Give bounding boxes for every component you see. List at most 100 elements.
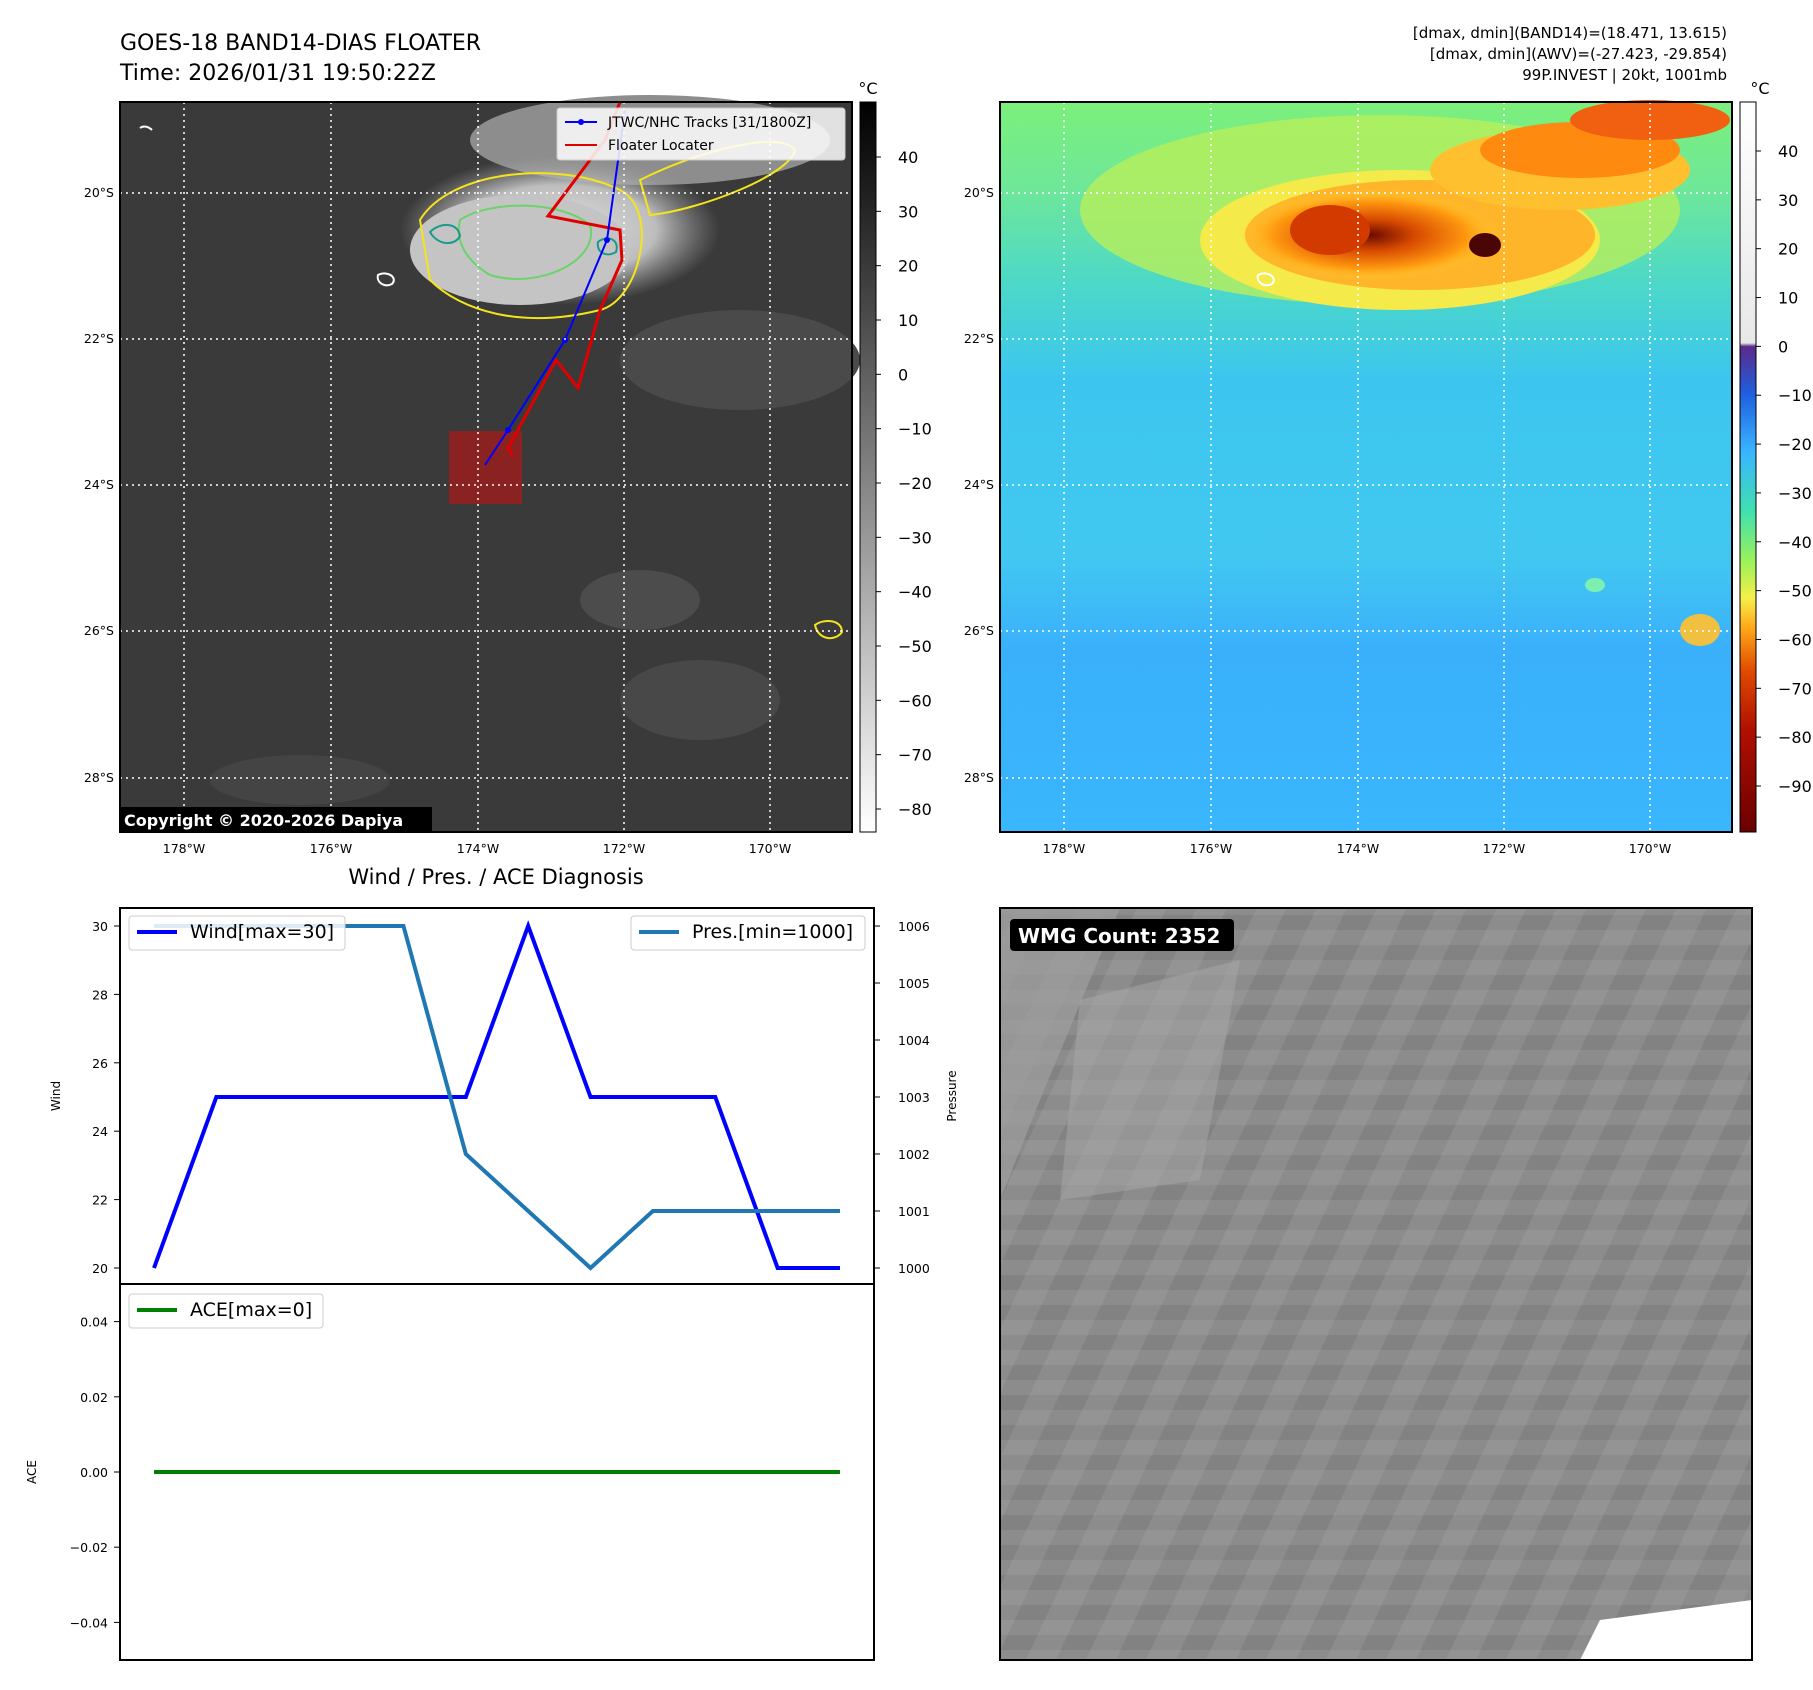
ace-legend: ACE[max=0]: [128, 1293, 324, 1329]
ace-tick-label: −0.04: [70, 1615, 108, 1630]
ir-lon-label: 178°W: [163, 841, 205, 856]
ir-colorbar-tick-label: −50: [898, 637, 932, 656]
awv-lon-label: 174°W: [1337, 841, 1379, 856]
awv-colorbar-tick-label: −20: [1778, 435, 1812, 454]
copyright-text: Copyright © 2020-2026 Dapiya: [124, 811, 403, 830]
legend-floater-label: Floater Locater: [608, 138, 714, 154]
ir-lat-label: 28°S: [84, 770, 114, 785]
pressure-tick-label: 1005: [898, 976, 930, 991]
awv-colorbar-tick-label: 0: [1778, 337, 1788, 356]
ir-colorbar-tick-label: −70: [898, 746, 932, 765]
wind-legend: Wind[max=30]: [128, 915, 346, 951]
pressure-tick-label: 1000: [898, 1261, 930, 1276]
awv-colorbar-tick-label: −60: [1778, 630, 1812, 649]
pressure-tick-label: 1002: [898, 1147, 930, 1162]
ir-lat-label: 24°S: [84, 477, 114, 492]
info-line1: [dmax, dmin](BAND14)=(18.471, 13.615): [1413, 24, 1727, 42]
ace-axis-label: ACE: [25, 1460, 39, 1484]
ir-colorbar-tick-label: −20: [898, 474, 932, 493]
legend-tracks-label: JTWC/NHC Tracks [31/1800Z]: [607, 115, 811, 131]
ace-tick-label: 0.04: [80, 1315, 108, 1330]
diagnosis-title: Wind / Pres. / ACE Diagnosis: [348, 865, 643, 889]
ir-colorbar-tick-label: −10: [898, 420, 932, 439]
ir-lat-label: 20°S: [84, 185, 114, 200]
awv-lon-label: 170°W: [1629, 841, 1671, 856]
ir-lat-label: 22°S: [84, 331, 114, 346]
wind-legend-label: Wind[max=30]: [190, 921, 334, 943]
wind-axis-label: Wind: [49, 1081, 63, 1111]
ir-colorbar-tick-label: −80: [898, 800, 932, 819]
ir-colorbar-tick-label: 20: [898, 257, 918, 276]
wind-series-line: [152, 920, 840, 1270]
wind-tick-label: 28: [92, 987, 108, 1002]
pressure-tick-label: 1003: [898, 1090, 930, 1105]
pressure-tick-label: 1001: [898, 1204, 930, 1219]
awv-colorbar-tick-label: −10: [1778, 386, 1812, 405]
track-legend: JTWC/NHC Tracks [31/1800Z] Floater Locat…: [556, 107, 846, 161]
ir-colorbar-tick-label: 30: [898, 202, 918, 221]
awv-colorbar-tick-label: 20: [1778, 240, 1798, 259]
pressure-legend: Pres.[min=1000]: [630, 915, 866, 951]
wind-tick-label: 26: [92, 1056, 108, 1071]
pressure-axis-label: Pressure: [945, 1070, 959, 1121]
ace-legend-label: ACE[max=0]: [190, 1299, 312, 1321]
awv-lat-label: 26°S: [964, 623, 994, 638]
awv-lon-label: 176°W: [1190, 841, 1232, 856]
awv-lat-labels: 20°S 22°S 24°S 26°S 28°S: [964, 185, 994, 785]
awv-colorbar-tick-label: −30: [1778, 484, 1812, 503]
wmg-panel: WMG Count: 2352: [999, 907, 1753, 1661]
ace-tick-label: −0.02: [70, 1540, 108, 1555]
awv-lat-label: 20°S: [964, 185, 994, 200]
ir-colorbar-tick-label: −60: [898, 691, 932, 710]
awv-lon-label: 172°W: [1483, 841, 1525, 856]
ir-lat-label: 26°S: [84, 623, 114, 638]
ace-panel: 0.04 0.02 0.00 −0.02 −0.04 ACE ACE[max=0]: [25, 1283, 875, 1661]
ir-colorbar-tick-label: −40: [898, 583, 932, 602]
ir-lon-label: 170°W: [749, 841, 791, 856]
ir-lon-labels: 178°W 176°W 174°W 172°W 170°W: [163, 841, 791, 856]
wind-tick-label: 30: [92, 919, 108, 934]
info-line2: [dmax, dmin](AWV)=(-27.423, -29.854): [1430, 45, 1727, 63]
ir-lon-label: 176°W: [310, 841, 352, 856]
awv-colorbar-tick-label: −80: [1778, 728, 1812, 747]
awv-colorbar-tick-label: 30: [1778, 191, 1798, 210]
awv-colorbar-tick-label: −40: [1778, 533, 1812, 552]
wind-tick-label: 20: [92, 1261, 108, 1276]
awv-map: [999, 100, 1733, 833]
awv-colorbar-tick-label: −90: [1778, 777, 1812, 796]
wind-tick-label: 24: [92, 1124, 108, 1139]
awv-lat-label: 22°S: [964, 331, 994, 346]
ir-colorbar-tick-label: 40: [898, 148, 918, 167]
wind-pressure-panel: 30 28 26 24 22 20 1006 1005 1004 1003 1002 1001 100…: [49, 907, 959, 1285]
awv-colorbar-unit: °C: [1750, 79, 1769, 98]
awv-lat-label: 24°S: [964, 477, 994, 492]
ir-colorbar-unit: °C: [858, 79, 877, 98]
figure-title-line2: Time: 2026/01/31 19:50:22Z: [119, 61, 436, 86]
pressure-tick-label: 1004: [898, 1033, 930, 1048]
wmg-count-label: WMG Count: 2352: [1018, 924, 1220, 948]
awv-lon-labels: 178°W 176°W 174°W 172°W 170°W: [1043, 841, 1671, 856]
ir-lon-label: 174°W: [457, 841, 499, 856]
ace-tick-label: 0.00: [80, 1465, 108, 1480]
pressure-legend-label: Pres.[min=1000]: [692, 921, 853, 943]
pressure-tick-label: 1006: [898, 919, 930, 934]
ir-lat-labels: 20°S 22°S 24°S 26°S 28°S: [84, 185, 114, 785]
figure-title-line1: GOES-18 BAND14-DIAS FLOATER: [120, 31, 481, 56]
awv-colorbar-tick-label: −50: [1778, 582, 1812, 601]
ir-map: [119, 95, 860, 833]
ir-colorbar-tick-label: 0: [898, 365, 908, 384]
info-line3: 99P.INVEST | 20kt, 1001mb: [1522, 66, 1727, 84]
ir-colorbar-tick-label: −30: [898, 528, 932, 547]
awv-colorbar-tick-label: 10: [1778, 289, 1798, 308]
ace-tick-label: 0.02: [80, 1390, 108, 1405]
awv-lon-label: 178°W: [1043, 841, 1085, 856]
ir-colorbar: °C 40 30 20 10 0 −10 −20 −30 −40 −50 −60 −70 −80: [858, 79, 932, 833]
wind-tick-label: 22: [92, 1193, 108, 1208]
ir-colorbar-tick-label: 10: [898, 311, 918, 330]
ir-lon-label: 172°W: [603, 841, 645, 856]
awv-colorbar-tick-label: −70: [1778, 679, 1812, 698]
awv-colorbar-tick-label: 40: [1778, 142, 1798, 161]
awv-colorbar: °C 40 30 20 10 0 −10 −20 −30 −40 −50 −60 −70 −80 −90: [1739, 79, 1812, 833]
copyright-badge: Copyright © 2020-2026 Dapiya: [120, 807, 432, 832]
awv-lat-label: 28°S: [964, 770, 994, 785]
